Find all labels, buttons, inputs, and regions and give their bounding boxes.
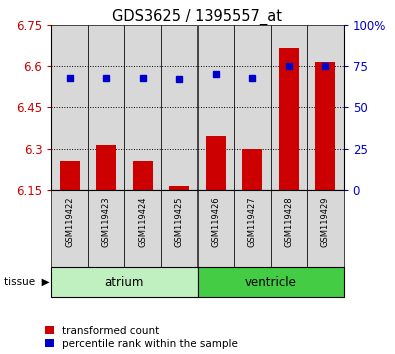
Text: GSM119429: GSM119429 xyxy=(321,196,330,247)
Bar xyxy=(60,161,80,190)
Bar xyxy=(88,25,124,190)
Bar xyxy=(88,190,124,267)
Text: GSM119428: GSM119428 xyxy=(284,196,293,247)
Bar xyxy=(161,190,198,267)
Bar xyxy=(307,25,344,190)
Text: ventricle: ventricle xyxy=(245,276,297,289)
Bar xyxy=(279,48,299,190)
Bar xyxy=(124,25,161,190)
Bar xyxy=(198,190,234,267)
Bar xyxy=(198,267,344,297)
Text: atrium: atrium xyxy=(105,276,144,289)
Text: GSM119424: GSM119424 xyxy=(138,196,147,247)
Bar xyxy=(169,186,189,190)
Bar xyxy=(51,25,88,190)
Bar xyxy=(133,161,153,190)
Text: GSM119422: GSM119422 xyxy=(65,196,74,247)
Bar xyxy=(234,25,271,190)
Text: GSM119425: GSM119425 xyxy=(175,196,184,247)
Title: GDS3625 / 1395557_at: GDS3625 / 1395557_at xyxy=(113,8,282,25)
Bar xyxy=(206,136,226,190)
Bar xyxy=(315,62,335,190)
Bar xyxy=(51,267,198,297)
Bar xyxy=(198,25,234,190)
Bar xyxy=(51,190,88,267)
Bar xyxy=(234,190,271,267)
Bar xyxy=(242,149,262,190)
Bar xyxy=(96,144,116,190)
Text: tissue  ▶: tissue ▶ xyxy=(4,277,49,287)
Bar xyxy=(124,190,161,267)
Bar xyxy=(271,190,307,267)
Text: GSM119423: GSM119423 xyxy=(102,196,111,247)
Bar xyxy=(271,25,307,190)
Text: GSM119427: GSM119427 xyxy=(248,196,257,247)
Text: GSM119426: GSM119426 xyxy=(211,196,220,247)
Bar xyxy=(161,25,198,190)
Legend: transformed count, percentile rank within the sample: transformed count, percentile rank withi… xyxy=(45,326,238,349)
Bar xyxy=(307,190,344,267)
